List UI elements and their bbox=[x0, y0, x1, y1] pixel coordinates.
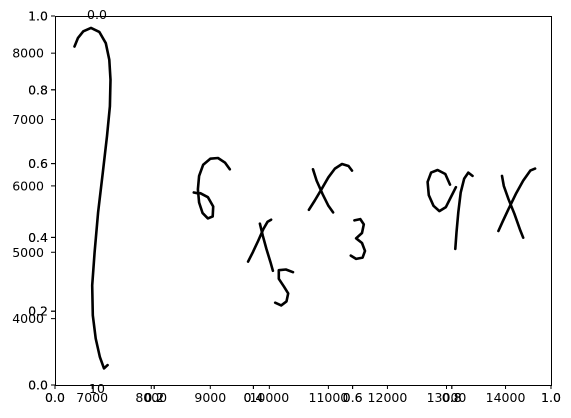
y-tick-label: 5000 bbox=[12, 245, 44, 260]
y-tick-label: 0.8 bbox=[28, 82, 48, 97]
y-tick-label: 1.0 bbox=[28, 9, 48, 24]
x-tick-label: 0.2 bbox=[144, 390, 164, 405]
stroke-sub-five bbox=[273, 268, 295, 307]
y-tick-label: 0.8 bbox=[28, 82, 48, 97]
x-tick-label: 0.4 bbox=[243, 390, 263, 405]
stroke-x-two-a bbox=[311, 168, 335, 214]
y-tick-label: 7000 bbox=[12, 112, 44, 127]
x-tick-label: 0.0 bbox=[45, 390, 65, 405]
y-tick-label: 0.0 bbox=[28, 378, 48, 393]
stroke-sub-three bbox=[349, 217, 367, 261]
y-tick-label: 0.0 bbox=[28, 378, 48, 393]
fragment-label-bottom: 10 bbox=[89, 381, 105, 396]
x-tick-label: 7000 bbox=[76, 390, 108, 405]
handwriting-strokes bbox=[73, 26, 537, 370]
x-tick-label: 11000 bbox=[309, 390, 349, 405]
x-tick-label: 10000 bbox=[249, 390, 289, 405]
axes-frame bbox=[55, 16, 552, 386]
y-tick-label: 0.4 bbox=[28, 230, 48, 245]
axis-ticks bbox=[51, 15, 552, 389]
stroke-x-three-b bbox=[497, 167, 537, 233]
x-tick-label: 0.2 bbox=[144, 390, 164, 405]
stroke-x-two-b bbox=[307, 162, 354, 212]
y-tick-label: 0.2 bbox=[28, 304, 48, 319]
y-tick-label: 1.0 bbox=[28, 9, 48, 24]
y-tick-label: 0.4 bbox=[28, 230, 48, 245]
stroke-nine-tail bbox=[453, 171, 474, 251]
x-tick-label: 1.0 bbox=[541, 390, 561, 405]
y-tick-label: 8000 bbox=[12, 46, 44, 61]
x-tick-label: 0.8 bbox=[442, 390, 462, 405]
stroke-integral bbox=[73, 26, 112, 370]
y-tick-label: 6000 bbox=[12, 178, 44, 193]
fragment-label-top: 0.0 bbox=[87, 7, 107, 22]
stroke-nine bbox=[426, 168, 458, 213]
x-tick-label: 0.4 bbox=[243, 390, 263, 405]
x-tick-label: 0.6 bbox=[343, 390, 363, 405]
x-tick-label: 0.0 bbox=[45, 390, 65, 405]
y-tick-label: 0.2 bbox=[28, 304, 48, 319]
stroke-x-three-a bbox=[500, 174, 525, 239]
x-tick-label: 9000 bbox=[194, 390, 226, 405]
x-tick-label: 0.6 bbox=[343, 390, 363, 405]
x-tick-label: 14000 bbox=[486, 390, 526, 405]
y-tick-label: 0.6 bbox=[28, 156, 48, 171]
y-tick-label: 0.6 bbox=[28, 156, 48, 171]
stroke-six bbox=[196, 156, 232, 220]
stroke-x-one-c bbox=[246, 218, 273, 263]
stroke-x-one-a bbox=[192, 191, 199, 195]
x-tick-label: 1.0 bbox=[541, 390, 561, 405]
x-tick-label: 8000 bbox=[135, 390, 167, 405]
tick-labels: 0.0 0.2 0.4 0.6 0.8 1.00.00.20.40.60.81.00.0 0… bbox=[12, 9, 561, 406]
x-tick-label: 13000 bbox=[427, 390, 467, 405]
x-tick-label: 12000 bbox=[368, 390, 408, 405]
x-tick-label: 0.8 bbox=[442, 390, 462, 405]
y-tick-label: 4000 bbox=[12, 311, 44, 326]
